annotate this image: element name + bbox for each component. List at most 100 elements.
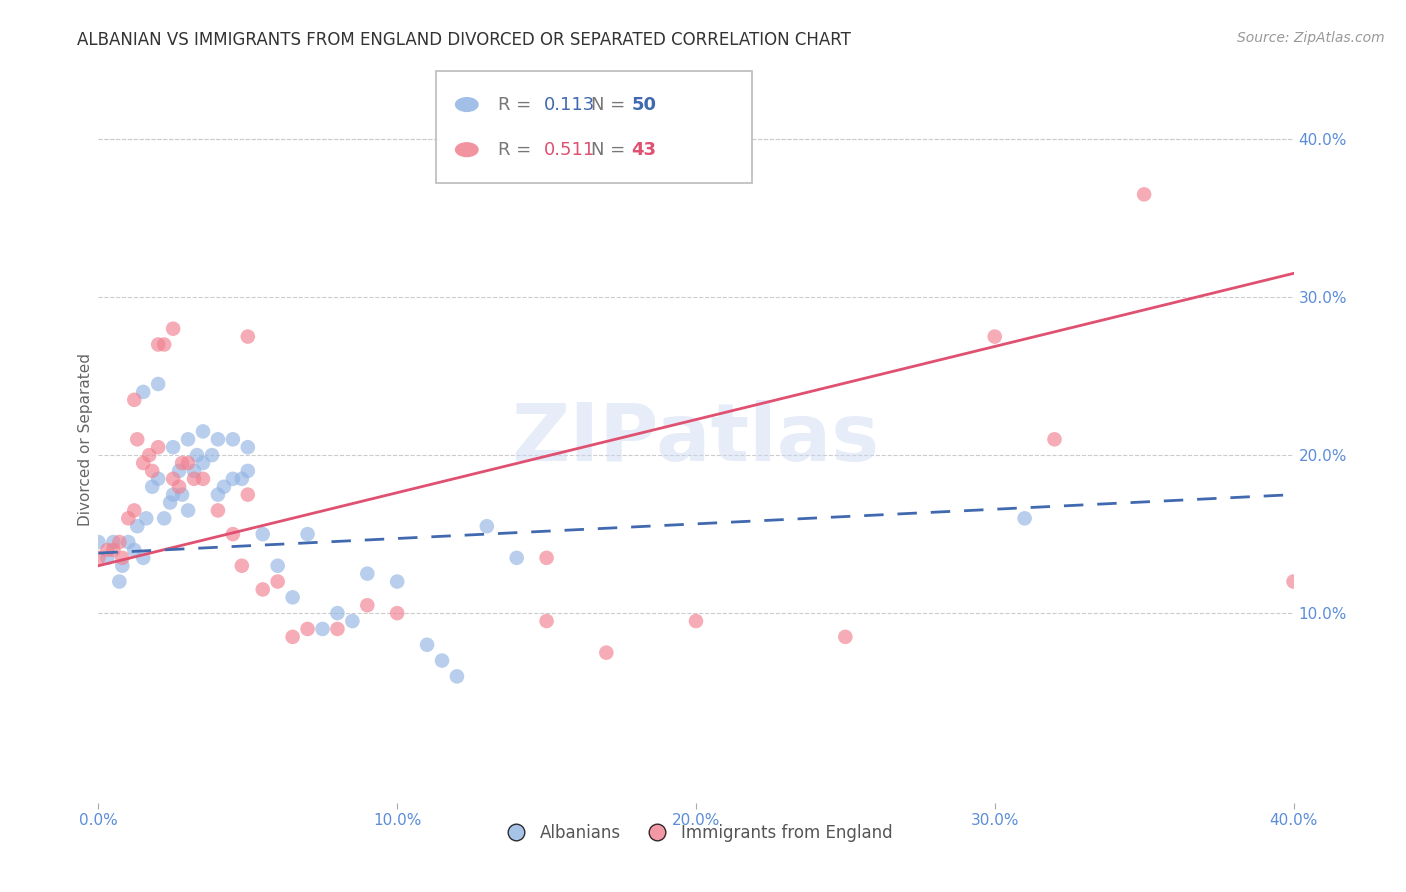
Point — [183, 472, 205, 486]
Point — [231, 558, 253, 573]
Point — [267, 574, 290, 589]
Y-axis label: Divorced or Separated: Divorced or Separated — [77, 353, 93, 525]
Point — [536, 614, 558, 628]
Point — [311, 622, 333, 636]
Text: R =: R = — [498, 95, 537, 113]
Text: 0.511: 0.511 — [544, 141, 595, 159]
Point — [148, 440, 170, 454]
Point — [236, 329, 259, 343]
Point — [141, 464, 163, 478]
Point — [162, 440, 184, 454]
Point — [117, 535, 139, 549]
Point — [132, 550, 155, 565]
Point — [162, 321, 184, 335]
Point — [111, 550, 134, 565]
Text: Source: ZipAtlas.com: Source: ZipAtlas.com — [1237, 31, 1385, 45]
Point — [506, 550, 529, 565]
Point — [124, 543, 146, 558]
Point — [267, 558, 290, 573]
Point — [177, 456, 200, 470]
Point — [685, 614, 707, 628]
Point — [1014, 511, 1036, 525]
Point — [326, 622, 349, 636]
Point — [167, 464, 190, 478]
Point — [132, 384, 155, 399]
Point — [124, 392, 146, 407]
Point — [153, 511, 176, 525]
Point — [1133, 187, 1156, 202]
Point — [430, 654, 453, 668]
Point — [127, 519, 149, 533]
Point — [141, 480, 163, 494]
Point — [153, 337, 176, 351]
Point — [191, 472, 214, 486]
Point — [148, 376, 170, 391]
Point — [326, 606, 349, 620]
Point — [108, 574, 131, 589]
Point — [252, 527, 274, 541]
Point — [191, 425, 214, 439]
Point — [132, 456, 155, 470]
Point — [416, 638, 439, 652]
Point — [177, 433, 200, 447]
Point — [186, 448, 208, 462]
Point — [96, 550, 118, 565]
Point — [356, 599, 378, 613]
Point — [117, 511, 139, 525]
Point — [138, 448, 160, 462]
Point — [167, 480, 190, 494]
Point — [281, 630, 304, 644]
Point — [191, 456, 214, 470]
Point — [475, 519, 498, 533]
Text: N =: N = — [591, 95, 630, 113]
Text: 50: 50 — [631, 95, 657, 113]
Point — [222, 472, 245, 486]
Point — [222, 433, 245, 447]
Point — [207, 488, 229, 502]
Point — [111, 558, 134, 573]
Point — [231, 472, 253, 486]
Text: 0.113: 0.113 — [544, 95, 595, 113]
Text: ALBANIAN VS IMMIGRANTS FROM ENGLAND DIVORCED OR SEPARATED CORRELATION CHART: ALBANIAN VS IMMIGRANTS FROM ENGLAND DIVO… — [77, 31, 851, 49]
Point — [984, 329, 1007, 343]
Point — [536, 550, 558, 565]
Point — [159, 495, 181, 509]
Point — [201, 448, 224, 462]
Point — [446, 669, 468, 683]
Point — [124, 503, 146, 517]
Text: N =: N = — [591, 141, 630, 159]
Point — [87, 550, 110, 565]
Legend: Albanians, Immigrants from England: Albanians, Immigrants from England — [494, 818, 898, 849]
Point — [385, 574, 409, 589]
Point — [834, 630, 856, 644]
Point — [356, 566, 378, 581]
Point — [297, 527, 319, 541]
Point — [135, 511, 157, 525]
Point — [207, 433, 229, 447]
Point — [108, 535, 131, 549]
Point — [236, 440, 259, 454]
Point — [212, 480, 235, 494]
Point — [183, 464, 205, 478]
Text: ZIPatlas: ZIPatlas — [512, 401, 880, 478]
Text: R =: R = — [498, 141, 537, 159]
Point — [127, 433, 149, 447]
Point — [207, 503, 229, 517]
Point — [87, 535, 110, 549]
Point — [162, 488, 184, 502]
Point — [222, 527, 245, 541]
Point — [236, 464, 259, 478]
Point — [172, 456, 194, 470]
Point — [595, 646, 617, 660]
Point — [103, 535, 125, 549]
Text: 43: 43 — [631, 141, 657, 159]
Point — [385, 606, 409, 620]
Point — [148, 337, 170, 351]
Point — [1043, 433, 1066, 447]
Point — [148, 472, 170, 486]
Point — [96, 543, 118, 558]
Point — [342, 614, 364, 628]
Point — [1282, 574, 1305, 589]
Point — [252, 582, 274, 597]
Point — [297, 622, 319, 636]
